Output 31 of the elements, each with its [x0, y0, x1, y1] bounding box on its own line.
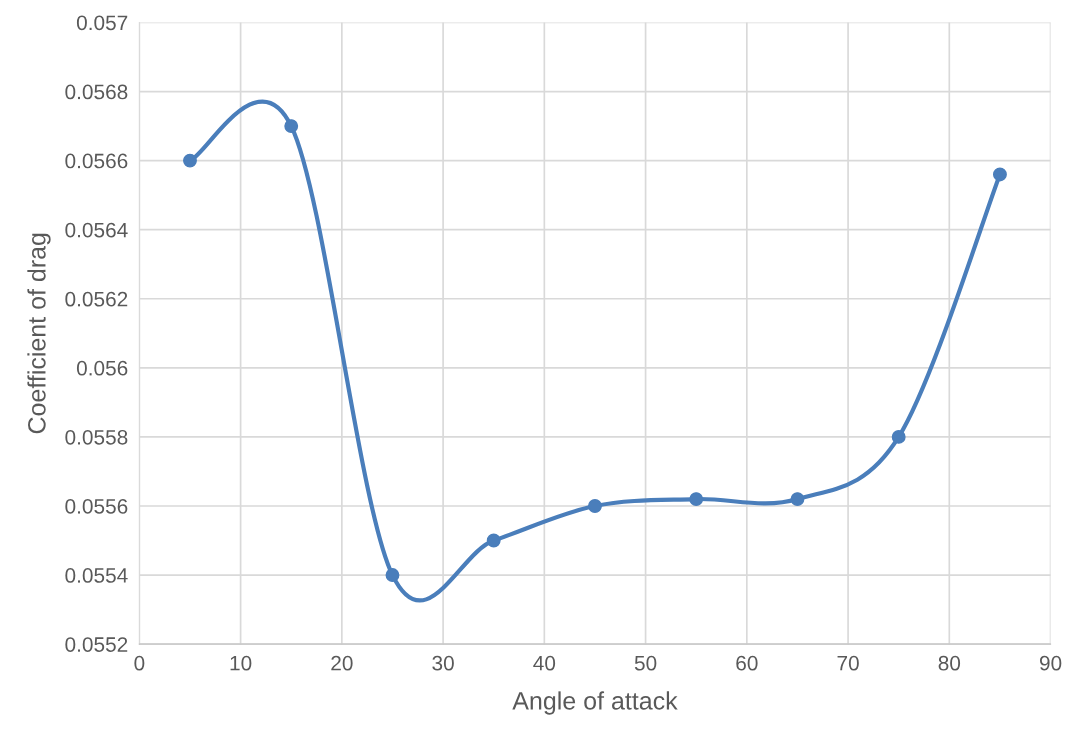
x-tick-label: 0 [134, 655, 145, 671]
y-axis-title: Coefficient of drag [27, 233, 51, 434]
y-tick-label: 0.0558 [65, 429, 128, 445]
point [385, 568, 400, 583]
x-tick-label: 50 [634, 655, 657, 671]
point [790, 492, 805, 507]
point [992, 167, 1007, 182]
x-tick-label: 20 [331, 655, 353, 671]
point [486, 533, 501, 548]
x-tick-label: 60 [736, 655, 758, 671]
y-tick-label: 0.0562 [65, 291, 128, 307]
x-tick-label: 90 [1039, 655, 1062, 671]
y-tick-label: 0.0556 [65, 498, 128, 514]
y-tick-label: 0.0568 [65, 84, 128, 100]
x-tick-label: 10 [230, 655, 252, 671]
point [588, 499, 602, 513]
y-tick-label: 0.0564 [65, 222, 128, 238]
point [183, 153, 197, 168]
x-tick-label: 30 [432, 655, 454, 671]
y-tick-label: 0.0566 [65, 153, 128, 169]
y-tick-label: 0.0554 [65, 568, 128, 583]
x-tick-label: 80 [938, 655, 961, 671]
y-tick-label: 0.057 [76, 15, 128, 31]
point [689, 492, 704, 507]
y-tick-label: 0.056 [76, 360, 128, 376]
x-axis-title: Angle of attack [512, 691, 678, 715]
x-tick-label: 40 [533, 655, 556, 671]
y-tick-label: 0.0552 [65, 637, 128, 652]
point [891, 429, 906, 444]
point [284, 119, 299, 134]
x-tick-label: 70 [837, 655, 859, 671]
